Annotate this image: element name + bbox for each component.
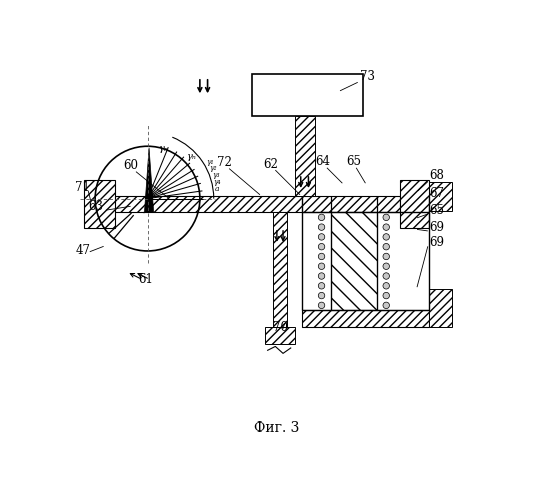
Text: γₙ: γₙ	[186, 152, 196, 160]
Circle shape	[318, 263, 325, 270]
Text: 69: 69	[430, 236, 444, 250]
Text: γ₂: γ₂	[209, 164, 217, 172]
Text: 72: 72	[217, 156, 232, 170]
Bar	[295, 116, 315, 196]
Text: 63: 63	[88, 200, 103, 213]
Text: 60: 60	[123, 160, 138, 172]
Text: γ₄: γ₄	[214, 178, 221, 186]
Text: γᵣ: γᵣ	[159, 144, 168, 153]
Text: Фиг. 3: Фиг. 3	[254, 421, 300, 435]
Circle shape	[318, 273, 325, 280]
Bar	[84, 180, 115, 228]
Text: 71: 71	[75, 181, 90, 194]
Circle shape	[318, 234, 325, 240]
Circle shape	[383, 214, 390, 220]
Bar	[114, 196, 400, 212]
Text: 62: 62	[263, 158, 278, 171]
Bar	[265, 327, 295, 344]
Circle shape	[383, 302, 390, 308]
Circle shape	[383, 273, 390, 280]
Circle shape	[318, 253, 325, 260]
Text: 65: 65	[430, 204, 444, 217]
Bar	[252, 74, 363, 116]
Circle shape	[318, 302, 325, 308]
Bar	[400, 180, 430, 228]
Text: 64: 64	[315, 156, 331, 168]
Text: 69: 69	[430, 221, 444, 234]
Circle shape	[383, 244, 390, 250]
Circle shape	[318, 292, 325, 299]
Bar	[273, 212, 287, 327]
Polygon shape	[144, 148, 154, 212]
Circle shape	[383, 253, 390, 260]
Text: 61: 61	[138, 274, 153, 286]
Bar	[302, 310, 428, 327]
Text: a: a	[215, 186, 220, 194]
Circle shape	[383, 292, 390, 299]
Text: γ₁: γ₁	[206, 158, 214, 166]
Circle shape	[318, 224, 325, 230]
Circle shape	[318, 244, 325, 250]
Text: 65: 65	[346, 156, 361, 168]
Circle shape	[383, 234, 390, 240]
Text: 47: 47	[75, 244, 90, 257]
Bar	[428, 288, 452, 327]
Circle shape	[318, 214, 325, 220]
Circle shape	[318, 282, 325, 289]
Text: 68: 68	[430, 170, 444, 182]
Circle shape	[146, 196, 149, 200]
Circle shape	[383, 263, 390, 270]
Bar	[428, 182, 452, 211]
Circle shape	[383, 224, 390, 230]
Text: 73: 73	[360, 70, 375, 83]
Text: 67: 67	[430, 187, 444, 200]
Circle shape	[383, 282, 390, 289]
Text: γ₃: γ₃	[212, 171, 220, 179]
Bar	[331, 212, 377, 310]
Text: 70: 70	[273, 321, 288, 334]
